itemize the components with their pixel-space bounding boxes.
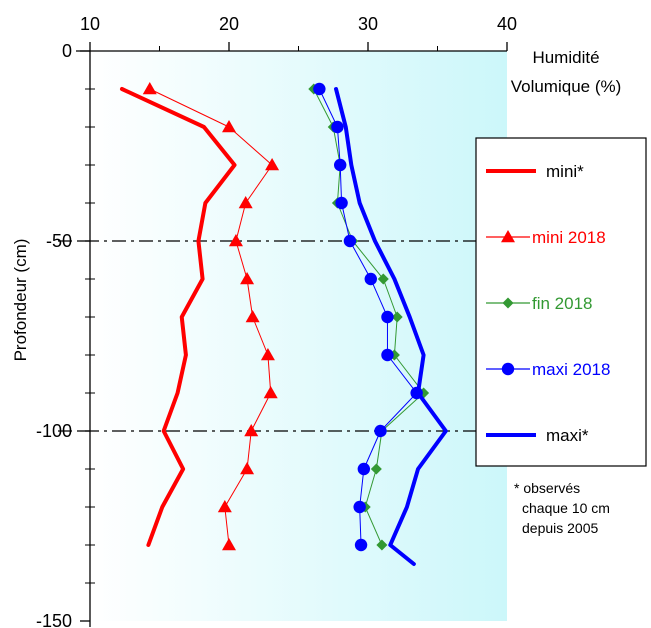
circle-marker: [353, 500, 366, 514]
circle-marker: [381, 310, 394, 324]
triangle-marker: [238, 196, 253, 209]
x-tick-label: 10: [80, 14, 100, 34]
y-tick-label: -150: [36, 611, 72, 628]
circle-marker: [357, 462, 371, 476]
series-layer: [119, 82, 448, 566]
series-mini: [119, 87, 237, 547]
legend-label: mini*: [546, 162, 584, 181]
diamond-marker: [391, 311, 403, 323]
legend-item: mini 2018: [486, 228, 606, 247]
x-axis-title-line-2: Volumique (%): [511, 77, 622, 96]
triangle-marker: [240, 272, 255, 285]
circle-marker: [354, 538, 368, 552]
circle-marker: [343, 234, 357, 248]
triangle-marker: [222, 538, 236, 551]
circle-marker: [364, 272, 377, 286]
x-tick-label: 30: [358, 14, 378, 34]
triangle-marker: [240, 462, 255, 475]
y-axis-title: Profondeur (cm): [11, 239, 30, 362]
axes: 10 20 30 40 0 -50 -100 -150: [36, 14, 517, 628]
legend: mini* mini 2018 fin 2018 maxi 2018 maxi*: [475, 137, 647, 467]
legend-item: maxi 2018: [486, 360, 610, 379]
legend-item: mini*: [486, 162, 584, 181]
triangle-marker: [217, 500, 232, 513]
plot-background: [90, 51, 507, 621]
diamond-marker: [502, 297, 514, 309]
triangle-marker: [222, 120, 236, 133]
diamond-marker: [370, 463, 382, 475]
triangle-marker: [260, 348, 275, 361]
footnote-line-2: chaque 10 cm: [522, 500, 610, 516]
x-axis-title-line-1: Humidité: [532, 48, 599, 67]
series-line: [334, 87, 448, 566]
legend-item: fin 2018: [486, 294, 593, 313]
legend-label: fin 2018: [532, 294, 593, 313]
legend-item: maxi*: [486, 426, 589, 445]
diamond-marker: [377, 273, 389, 285]
circle-marker: [335, 196, 348, 210]
triangle-marker: [501, 230, 515, 243]
circle-marker: [374, 424, 387, 438]
legend-label: maxi*: [546, 426, 589, 445]
triangle-marker: [265, 158, 280, 171]
triangle-marker: [228, 234, 243, 247]
y-tick-label: -100: [36, 421, 72, 441]
legend-label: mini 2018: [532, 228, 606, 247]
triangle-marker: [245, 310, 260, 323]
reference-lines: [58, 240, 510, 432]
circle-marker: [331, 120, 344, 134]
footnote-line-3: depuis 2005: [522, 520, 599, 536]
circle-marker: [334, 158, 347, 172]
circle-marker: [501, 362, 515, 376]
triangle-marker: [244, 424, 259, 437]
triangle-marker: [142, 82, 157, 95]
legend-label: maxi 2018: [532, 360, 610, 379]
series-line: [119, 87, 237, 547]
triangle-marker: [263, 386, 278, 399]
circle-marker: [313, 82, 326, 96]
y-tick-label: -50: [46, 231, 72, 251]
series-mini-2018: [142, 82, 280, 551]
x-tick-label: 40: [497, 14, 517, 34]
circle-marker: [381, 348, 394, 362]
y-tick-label: 0: [62, 41, 72, 61]
diamond-marker: [376, 539, 388, 551]
footnote-line-1: * observés: [514, 480, 580, 496]
x-tick-label: 20: [219, 14, 239, 34]
series-maxi: [334, 87, 448, 566]
